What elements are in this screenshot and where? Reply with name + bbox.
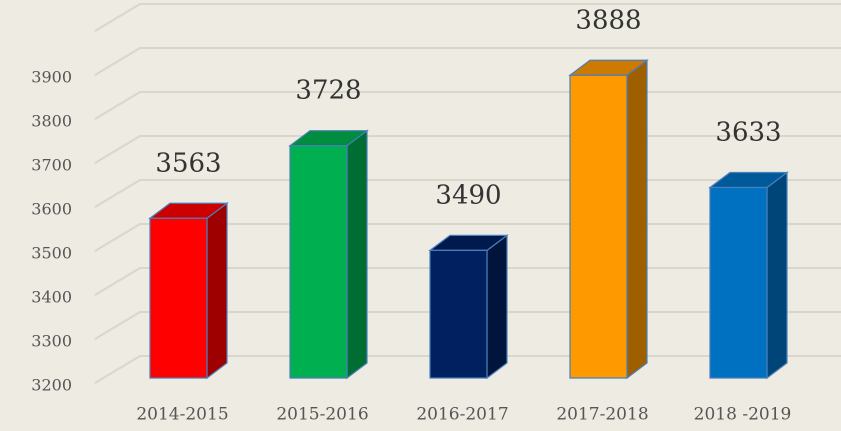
bar (288, 129, 369, 380)
x-tick-label: 2014-2015 (136, 405, 228, 425)
bar-side (206, 202, 228, 380)
x-tick-label: 2017-2018 (556, 405, 648, 425)
bar-side (766, 171, 788, 380)
y-tick-label: 3900 (31, 68, 72, 87)
bar (428, 234, 509, 380)
bar-side (626, 59, 648, 380)
x-tick-label: 2015-2016 (276, 405, 368, 425)
value-label: 3490 (435, 180, 501, 210)
bar-side (486, 234, 508, 380)
value-label: 3888 (575, 5, 641, 35)
y-tick-label: 3600 (31, 200, 72, 219)
bar-side (346, 129, 368, 380)
bar (708, 171, 789, 380)
bar-front (149, 217, 208, 379)
grid-line (94, 91, 841, 120)
bar (148, 202, 229, 380)
value-label: 3728 (295, 76, 361, 106)
y-tick-label: 3300 (31, 332, 72, 351)
y-tick-label: 3500 (31, 244, 72, 263)
y-tick-label: 3800 (31, 112, 72, 131)
y-tick-label: 3400 (31, 288, 72, 307)
grid-line (94, 47, 841, 76)
grid-line (94, 3, 841, 32)
bar-front (289, 145, 348, 379)
bar-front (709, 186, 768, 379)
bar-front (429, 249, 488, 379)
bar-front (569, 74, 628, 379)
y-tick-label: 3200 (31, 376, 72, 395)
x-tick-label: 2018 -2019 (694, 405, 792, 425)
x-tick-label: 2016-2017 (416, 405, 508, 425)
value-label: 3633 (715, 117, 781, 147)
y-tick-label: 3700 (31, 156, 72, 175)
value-label: 3563 (155, 148, 221, 178)
bar (568, 59, 649, 380)
